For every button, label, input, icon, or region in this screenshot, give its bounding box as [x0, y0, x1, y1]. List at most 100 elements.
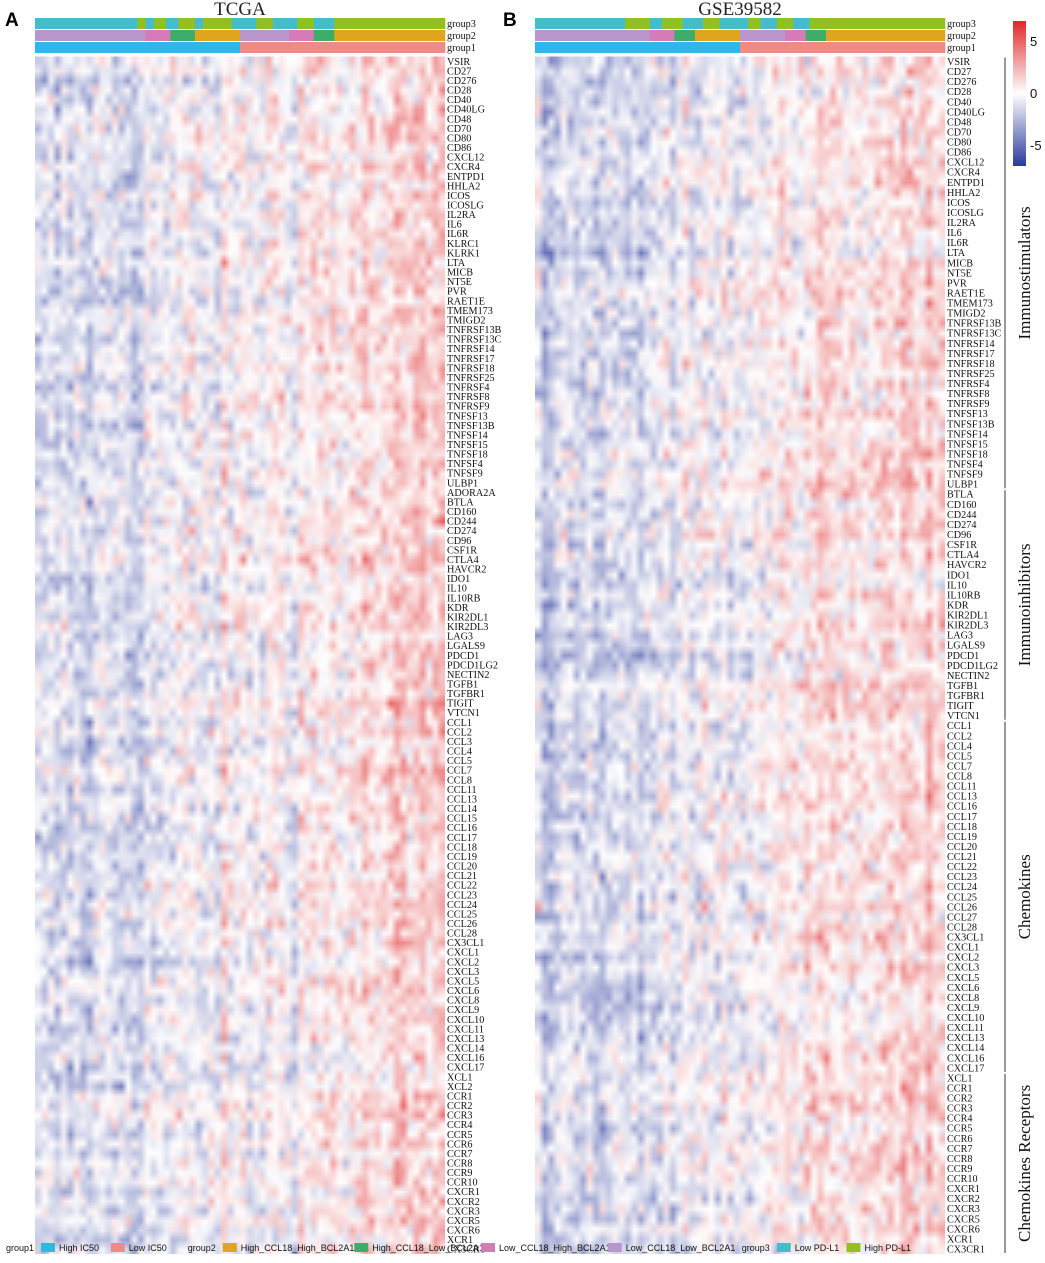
- gene-label: CXCL12: [947, 158, 984, 169]
- gene-label: ULBP1: [447, 478, 478, 489]
- gene-label: CCL26: [947, 902, 977, 913]
- gene-label: CX3CR1: [947, 1244, 985, 1255]
- gene-label: IDO1: [447, 574, 470, 585]
- gene-label: KIR2DL1: [447, 612, 488, 623]
- gene-label: CCR5: [447, 1130, 472, 1141]
- gene-label: KLRK1: [447, 248, 480, 259]
- legend-item-label: Low_CCL18_Low_BCL2A1: [626, 1243, 736, 1253]
- annotation-segment: [703, 18, 720, 29]
- gene-label: CCL28: [947, 922, 977, 933]
- gene-label: IL6R: [947, 238, 969, 249]
- gene-label: CCR5: [947, 1124, 972, 1135]
- gene-label: TGFB1: [447, 679, 478, 690]
- gene-label: CCL22: [447, 881, 477, 892]
- gene-label: PDCD1LG2: [947, 661, 998, 672]
- legend-swatch: [110, 1243, 125, 1252]
- gene-label: CXCR2: [947, 1194, 980, 1205]
- gene-label: TNFSF13: [947, 409, 988, 420]
- gene-label: CCL26: [447, 919, 477, 930]
- gene-label: TNFSF18: [447, 450, 488, 461]
- gene-label: CCR4: [947, 1114, 972, 1125]
- gene-label: CCR10: [947, 1174, 978, 1185]
- gene-label: CSF1R: [447, 545, 477, 556]
- gene-label: IDO1: [947, 570, 970, 581]
- gene-label: CCL20: [947, 842, 977, 853]
- gene-label: MICB: [447, 268, 473, 279]
- gene-label: CCL7: [447, 766, 472, 777]
- gene-label: CXCL5: [447, 976, 479, 987]
- heatmap-cells-A: [35, 56, 445, 1254]
- gene-label: CCL2: [947, 731, 972, 742]
- gene-label: CCR9: [947, 1164, 972, 1175]
- annotation-segment: [35, 30, 146, 41]
- gene-label: PVR: [947, 278, 967, 289]
- gene-label: CCL25: [447, 909, 477, 920]
- colorbar: [1013, 21, 1026, 166]
- annotation-segment: [776, 18, 794, 29]
- gene-label: TNFRSF25: [447, 373, 495, 384]
- gene-label: CCL24: [947, 882, 977, 893]
- gene-label: VTCN1: [947, 711, 980, 722]
- gene-label: TNFSF13B: [447, 421, 495, 432]
- annotation-segment: [674, 30, 696, 41]
- colorbar-tick: 0: [1030, 86, 1037, 101]
- gene-label: ENTPD1: [447, 172, 485, 183]
- gene-label: CXCR4: [947, 168, 980, 179]
- gene-label: TNFRSF8: [947, 389, 989, 400]
- gene-label: TNFRSF13B: [947, 319, 1002, 330]
- legend-item-label: Low PD-L1: [795, 1243, 840, 1253]
- gene-label: CCL27: [947, 912, 977, 923]
- gene-label: CXCR5: [947, 1214, 980, 1225]
- panel-letter-A: A: [5, 10, 19, 31]
- gene-label: CCL14: [447, 804, 477, 815]
- category-label: Chemokines Receptors: [1015, 1085, 1034, 1242]
- gene-label: TNFRSF17: [947, 349, 995, 360]
- legend-item-label: High_CCL18_High_BCL2A1: [241, 1243, 355, 1253]
- gene-label: IL10: [447, 584, 467, 595]
- gene-label: CCL22: [947, 862, 977, 873]
- gene-label: BTLA: [947, 490, 974, 501]
- gene-label: TNFSF9: [447, 469, 483, 480]
- gene-label: CCL5: [447, 756, 472, 767]
- gene-label: NT5E: [947, 268, 972, 279]
- gene-label: CCR2: [447, 1101, 472, 1112]
- annotation-segment: [166, 18, 179, 29]
- gene-label: IL10RB: [947, 590, 981, 601]
- gene-label: NECTIN2: [947, 671, 989, 682]
- gene-label: TNFSF18: [947, 449, 988, 460]
- gene-label: CD244: [947, 510, 976, 521]
- gene-label: NT5E: [447, 277, 472, 288]
- gene-label: TGFBR1: [447, 689, 485, 700]
- legend-swatch: [481, 1243, 495, 1252]
- gene-label: CCL4: [947, 741, 972, 752]
- gene-label: TNFRSF13C: [447, 335, 502, 346]
- gene-label: TMEM173: [947, 299, 993, 310]
- gene-label: IL6: [947, 228, 962, 239]
- gene-label: TNFRSF9: [947, 399, 989, 410]
- gene-label: TNFRSF25: [947, 369, 995, 380]
- gene-label: CCL21: [947, 852, 977, 863]
- annotation-segment: [805, 30, 827, 41]
- gene-label: VTCN1: [447, 708, 480, 719]
- gene-label: KDR: [447, 603, 469, 614]
- gene-label: LGALS9: [447, 641, 485, 652]
- annotation-segment: [535, 18, 626, 29]
- gene-label: CSF1R: [947, 540, 977, 551]
- gene-label: TNFRSF4: [447, 383, 489, 394]
- annotation-segment: [256, 18, 274, 29]
- gene-label: CD40LG: [947, 107, 986, 118]
- gene-label: TNFSF9: [947, 470, 983, 481]
- gene-label: CCL20: [447, 862, 477, 873]
- gene-label: CCL5: [947, 751, 972, 762]
- gene-label: CD80: [447, 133, 471, 144]
- annotation-segment: [535, 30, 651, 41]
- gene-label: CD70: [447, 124, 471, 135]
- gene-label: HHLA2: [447, 181, 480, 192]
- gene-label: XCR1: [447, 1235, 473, 1246]
- annotation-segment: [785, 30, 806, 41]
- gene-label: CXCL1: [947, 943, 979, 954]
- gene-label: CD80: [947, 138, 971, 149]
- category-label: Immunostimulators: [1015, 206, 1034, 339]
- gene-label: CXCR2: [447, 1197, 480, 1208]
